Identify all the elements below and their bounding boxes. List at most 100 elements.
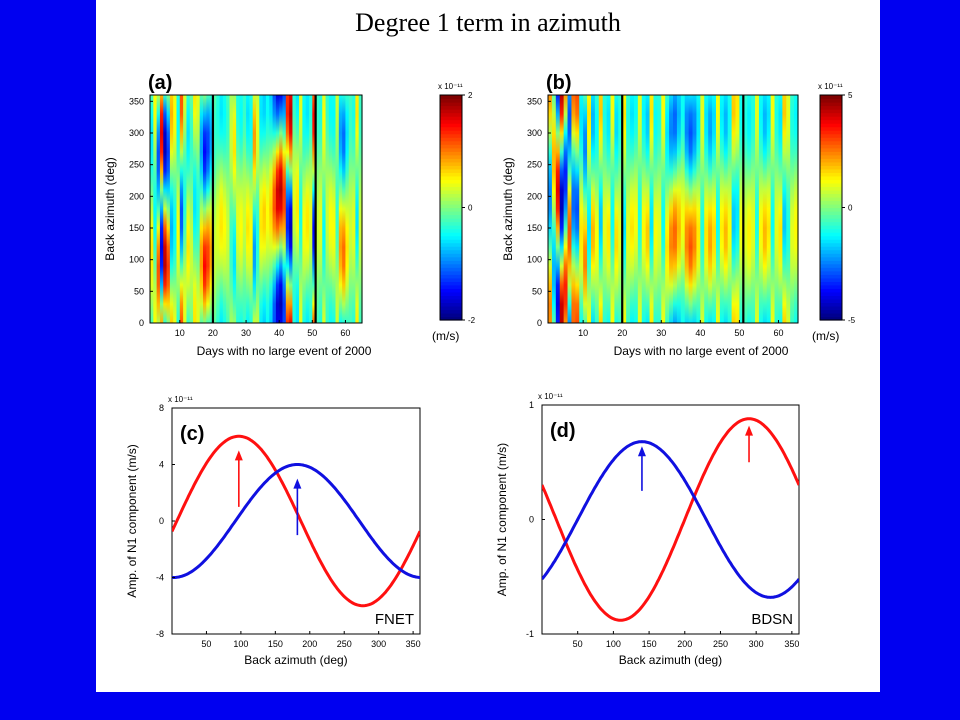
heatmap-column bbox=[653, 95, 658, 323]
colorbar-swatch bbox=[820, 203, 842, 209]
colorbar-swatch bbox=[820, 133, 842, 138]
y-tick-label: -8 bbox=[156, 629, 164, 639]
x-tick-label: 50 bbox=[201, 639, 211, 649]
y-tick-label: -1 bbox=[526, 629, 534, 639]
heatmap-column bbox=[715, 95, 721, 323]
x-tick-label: 250 bbox=[713, 639, 728, 649]
colorbar-swatch bbox=[820, 214, 842, 219]
network-label: BDSN bbox=[751, 611, 793, 628]
colorbar-swatch bbox=[440, 277, 462, 282]
heatmap-column bbox=[579, 95, 584, 323]
heatmap-column bbox=[176, 95, 181, 323]
colorbar-swatch bbox=[820, 281, 842, 286]
heatmap-column bbox=[563, 95, 569, 323]
colorbar-swatch bbox=[820, 112, 842, 117]
x-tick-label: 150 bbox=[268, 639, 283, 649]
heatmap-column bbox=[189, 95, 194, 323]
colorbar-swatch bbox=[440, 158, 462, 163]
exponent-label: x 10⁻¹¹ bbox=[168, 395, 193, 404]
colorbar-swatch bbox=[440, 295, 462, 300]
colorbar-swatch bbox=[820, 193, 842, 198]
y-tick-label: 0 bbox=[139, 318, 144, 328]
plot-frame bbox=[171, 407, 421, 635]
heatmap-column bbox=[755, 95, 760, 323]
x-tick-label: 50 bbox=[573, 639, 583, 649]
heatmap-column bbox=[583, 95, 588, 323]
series-line-blue bbox=[172, 463, 420, 579]
colorbar-swatch bbox=[820, 295, 842, 300]
heatmap-column bbox=[637, 95, 643, 323]
panel-label: (c) bbox=[180, 423, 204, 445]
colorbar-swatch bbox=[820, 277, 842, 282]
peak-arrow-head bbox=[745, 425, 754, 436]
plot-frame bbox=[547, 94, 799, 324]
heatmap-column bbox=[696, 95, 701, 323]
heatmap-column bbox=[153, 95, 158, 323]
colorbar-tick-label: 0 bbox=[848, 204, 853, 213]
colorbar-swatch bbox=[440, 312, 462, 318]
heatmap-column bbox=[610, 95, 616, 323]
colorbar-swatch bbox=[820, 165, 842, 170]
colorbar-exponent: x 10⁻¹¹ bbox=[438, 82, 463, 91]
colorbar-swatch bbox=[440, 305, 462, 311]
y-tick-label: 8 bbox=[159, 403, 164, 413]
y-tick-label: 350 bbox=[527, 96, 542, 106]
colorbar-swatch bbox=[440, 270, 462, 275]
heatmap-column bbox=[684, 95, 690, 323]
x-tick-label: 50 bbox=[734, 328, 744, 338]
colorbar-swatch bbox=[820, 228, 842, 233]
heatmap-column bbox=[739, 95, 744, 323]
colorbar-swatch bbox=[820, 207, 842, 212]
y-tick-label: 0 bbox=[159, 516, 164, 526]
heatmap-column bbox=[355, 95, 360, 323]
heatmap-column bbox=[299, 95, 303, 323]
colorbar-swatch bbox=[820, 144, 842, 149]
heatmap-column bbox=[342, 95, 347, 323]
colorbar-swatch bbox=[820, 305, 842, 311]
colorbar-swatch bbox=[820, 235, 842, 240]
y-tick-label: 4 bbox=[159, 460, 164, 470]
heatmap-column bbox=[206, 95, 211, 323]
colorbar-swatch bbox=[820, 225, 842, 230]
heatmap-column bbox=[794, 95, 799, 323]
colorbar-swatch bbox=[440, 144, 462, 149]
colorbar-swatch bbox=[440, 267, 462, 272]
x-tick-label: 40 bbox=[695, 328, 705, 338]
colorbar-swatch bbox=[820, 246, 842, 251]
heatmap-column bbox=[246, 95, 250, 323]
x-tick-label: 350 bbox=[406, 639, 421, 649]
colorbar-swatch bbox=[440, 165, 462, 170]
heatmap-column bbox=[766, 95, 772, 323]
heatmap-column bbox=[770, 95, 776, 323]
heatmap-column bbox=[325, 95, 330, 323]
network-label: FNET bbox=[375, 611, 414, 628]
colorbar-swatch bbox=[440, 203, 462, 209]
series-line-red bbox=[542, 417, 799, 622]
heatmap-column bbox=[680, 95, 686, 323]
heatmap-column bbox=[649, 95, 655, 323]
heatmap-column bbox=[275, 95, 280, 323]
colorbar-swatch bbox=[440, 193, 462, 198]
heatmap-column bbox=[279, 95, 284, 323]
heatmap-column bbox=[269, 95, 274, 323]
colorbar-exponent: x 10⁻¹¹ bbox=[818, 82, 843, 91]
colorbar-swatch bbox=[820, 109, 842, 114]
heatmap-column bbox=[633, 95, 639, 323]
x-tick-label: 150 bbox=[642, 639, 657, 649]
colorbar-swatch bbox=[440, 256, 462, 261]
x-tick-label: 20 bbox=[617, 328, 627, 338]
heatmap-column bbox=[598, 95, 604, 323]
x-tick-label: 60 bbox=[773, 328, 783, 338]
colorbar-swatch bbox=[440, 140, 462, 145]
colorbar-swatch bbox=[820, 312, 842, 318]
colorbar-swatch bbox=[440, 284, 462, 289]
colorbar-swatch bbox=[440, 98, 462, 103]
colorbar-swatch bbox=[820, 151, 842, 156]
colorbar-swatch bbox=[440, 221, 462, 226]
heatmap-column bbox=[222, 95, 227, 323]
plot-frame bbox=[541, 404, 800, 635]
colorbar-swatch bbox=[440, 214, 462, 219]
colorbar-swatch bbox=[820, 291, 842, 296]
colorbar-swatch bbox=[820, 186, 842, 191]
heatmap-column bbox=[226, 95, 231, 323]
